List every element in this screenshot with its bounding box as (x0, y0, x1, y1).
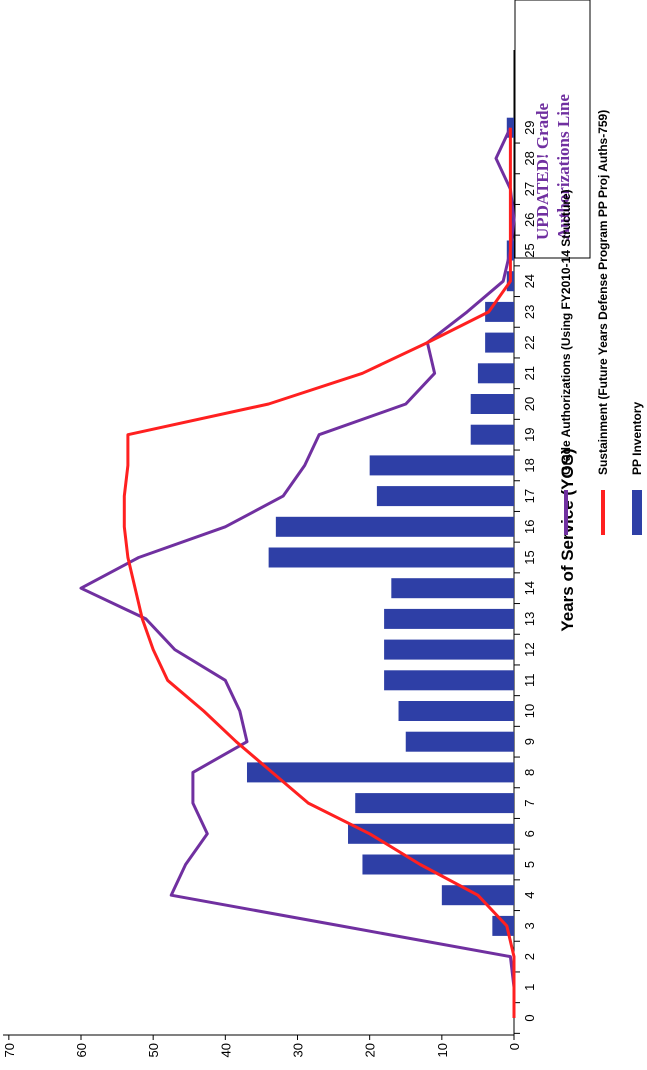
value-axis-ticks: 0 10 20 30 40 50 60 70 (2, 1035, 522, 1057)
category-tick-label: 20 (522, 397, 537, 411)
category-tick-label: 17 (522, 489, 537, 503)
value-tick-label: 70 (2, 1043, 17, 1057)
category-tick-label: 2 (522, 953, 537, 960)
category-tick-label: 29 (522, 120, 537, 134)
inventory-bar (246, 762, 514, 783)
category-tick-label: 12 (522, 642, 537, 656)
inventory-bar (470, 394, 514, 414)
inventory-bars (246, 117, 514, 936)
inventory-bar (470, 424, 514, 445)
category-tick-label: 19 (522, 427, 537, 441)
value-tick-label: 30 (291, 1043, 306, 1057)
category-tick-label: 23 (522, 305, 537, 319)
category-tick-label: 15 (522, 550, 537, 564)
legend: Grade Authorizations (Using FY2010-14 St… (559, 110, 644, 535)
category-tick-label: 4 (522, 892, 537, 899)
inventory-bar (398, 701, 514, 721)
category-tick-label: 28 (522, 151, 537, 165)
inventory-bar (348, 823, 514, 844)
inventory-bar (369, 455, 514, 476)
value-tick-label: 20 (363, 1043, 378, 1057)
category-tick-label: 1 (522, 984, 537, 991)
update-note-box (514, 0, 591, 259)
legend-grade-authorizations: Grade Authorizations (Using FY2010-14 St… (559, 189, 573, 535)
category-tick-label: 27 (522, 182, 537, 196)
inventory-bar (384, 639, 514, 660)
legend-label: Grade Authorizations (Using FY2010-14 St… (559, 189, 573, 475)
legend-pp-inventory: PP Inventory (630, 402, 644, 535)
inventory-bar (268, 547, 514, 568)
inventory-bar (376, 486, 514, 507)
inventory-bar (477, 363, 514, 384)
category-tick-label: 10 (522, 704, 537, 718)
x-axis-label: Years of Service (YOS) (558, 448, 577, 631)
inventory-bar (384, 608, 514, 629)
category-tick-label: 25 (522, 243, 537, 257)
category-axis-ticks: 0123456789101112131415161718192021222324… (514, 120, 537, 1034)
inventory-bar (510, 209, 514, 230)
inventory-bar (391, 578, 514, 599)
inventory-bar (384, 670, 514, 691)
category-tick-label: 5 (522, 861, 537, 868)
category-tick-label: 11 (522, 674, 537, 688)
value-tick-label: 0 (507, 1043, 522, 1050)
inventory-bar (355, 793, 514, 814)
value-tick-label: 50 (146, 1043, 161, 1057)
legend-swatch-bar (632, 490, 642, 535)
inventory-bar (485, 332, 514, 353)
category-tick-label: 0 (522, 1014, 537, 1021)
value-tick-label: 60 (74, 1043, 89, 1057)
grade-authorizations-line (79, 127, 516, 1018)
category-tick-label: 9 (522, 738, 537, 745)
category-tick-label: 8 (522, 769, 537, 776)
category-tick-label: 24 (522, 274, 537, 288)
category-tick-label: 22 (522, 335, 537, 349)
category-tick-label: 3 (522, 922, 537, 929)
category-tick-label: 21 (522, 366, 537, 380)
series-lines (79, 127, 516, 1018)
category-tick-label: 26 (522, 213, 537, 227)
category-tick-label: 14 (522, 581, 537, 595)
update-note-line1: UPDATED! Grade (533, 102, 552, 240)
legend-label: PP Inventory (630, 402, 644, 475)
sustainment-line (122, 127, 516, 1018)
inventory-bar (275, 516, 514, 537)
inventory-bar (492, 915, 514, 936)
update-note: UPDATED! Grade Authorizations Line (514, 0, 591, 259)
value-tick-label: 40 (218, 1043, 233, 1057)
legend-sustainment: Sustainment (Future Years Defense Progra… (596, 110, 610, 535)
legend-label: Sustainment (Future Years Defense Progra… (596, 110, 610, 475)
inventory-bar (362, 854, 514, 875)
value-tick-label: 10 (435, 1043, 450, 1057)
category-tick-label: 6 (522, 830, 537, 837)
category-tick-label: 16 (522, 520, 537, 534)
inventory-bar (405, 731, 514, 752)
update-note-line2: Authorizations Line (554, 94, 573, 240)
category-tick-label: 13 (522, 612, 537, 626)
category-tick-label: 18 (522, 458, 537, 472)
category-tick-label: 7 (522, 799, 537, 806)
